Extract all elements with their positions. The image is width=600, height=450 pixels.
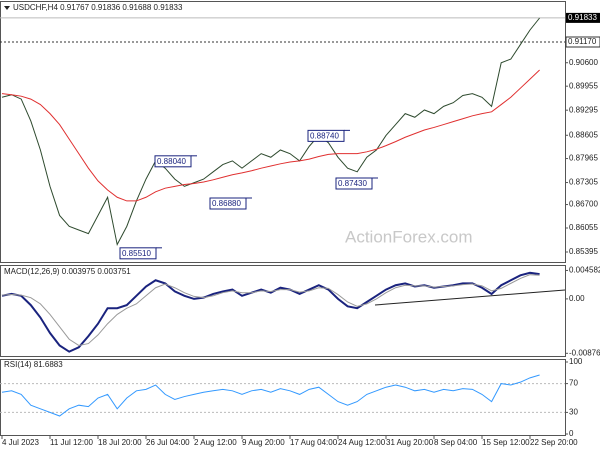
y-tick-label: 0.87305: [569, 178, 598, 187]
x-tick-label: 17 Aug 04:00: [290, 438, 338, 447]
y-tick-label: 0.91170: [568, 37, 597, 46]
y-tick-label: 0: [569, 429, 574, 438]
x-tick-label: 24 Aug 12:00: [338, 438, 386, 447]
annotation-box: [307, 129, 345, 142]
y-tick-label: 70: [569, 379, 578, 388]
macd-panel: [0, 265, 566, 357]
x-tick-label: 2 Aug 12:00: [194, 438, 237, 447]
annotation-label: 0.88740: [310, 131, 339, 140]
x-tick-label: 9 Aug 20:00: [242, 438, 285, 447]
x-tick-label: 11 Jul 12:00: [50, 438, 94, 447]
price-panel: [0, 1, 566, 263]
macd-trendline: [374, 289, 566, 306]
x-tick-label: 15 Sep 12:00: [482, 438, 530, 447]
x-tick-label: 31 Aug 20:00: [386, 438, 434, 447]
x-tick-label: 26 Jul 04:00: [146, 438, 190, 447]
y-tick-label: -0.008767: [569, 348, 600, 357]
watermark: ActionForex.com: [345, 227, 473, 246]
rsi-title: RSI(14) 81.6883: [4, 360, 63, 369]
x-tick-label: 18 Jul 20:00: [98, 438, 142, 447]
annotation-label: 0.87430: [338, 179, 367, 188]
y-tick-label: 0.86055: [569, 223, 598, 232]
menu-icon: [4, 6, 10, 10]
series-line: [1, 69, 540, 202]
y-tick-label: 0.87965: [569, 154, 598, 163]
macd-title: MACD(12,26,9) 0.003975 0.003751: [4, 267, 131, 276]
annotation-box: [209, 197, 247, 210]
y-tick-label: 0.85395: [569, 247, 598, 256]
y-tick-label: 0.89955: [569, 81, 598, 90]
y-tick-label: 30: [569, 408, 578, 417]
series-line: [1, 374, 540, 417]
chart-title: USDCHF,H4 0.91767 0.91836 0.91688 0.9183…: [13, 3, 183, 12]
series-line: [1, 274, 540, 346]
price-label-box: [566, 12, 600, 23]
y-tick-label: 0.90600: [569, 58, 598, 67]
annotation-label: 0.88040: [157, 157, 186, 166]
x-tick-label: 22 Sep 20:00: [530, 438, 578, 447]
y-tick-label: 0.88605: [569, 130, 598, 139]
y-tick-label: 0.89295: [569, 105, 598, 114]
annotation-label: 0.85510: [122, 249, 151, 258]
y-tick-label: 0.91833: [568, 13, 597, 22]
annotation-box: [119, 247, 157, 260]
y-tick-label: 0.00: [569, 294, 585, 303]
x-tick-label: 8 Sep 04:00: [434, 438, 478, 447]
annotation-box: [335, 177, 373, 190]
x-tick-label: 4 Jul 2023: [2, 438, 39, 447]
level-label-box: [565, 36, 600, 48]
series-line: [1, 17, 540, 247]
annotation-label: 0.86880: [212, 199, 241, 208]
y-tick-label: 0.86700: [569, 200, 598, 209]
y-tick-label: 100: [569, 357, 583, 366]
y-tick-label: 0.004582: [569, 266, 600, 275]
rsi-panel: [0, 359, 566, 436]
annotation-box: [154, 155, 192, 168]
